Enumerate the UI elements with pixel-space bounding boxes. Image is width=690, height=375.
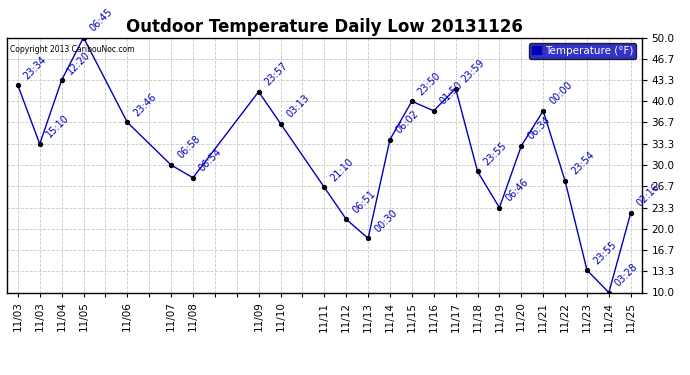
Text: 23:55: 23:55 xyxy=(591,239,618,266)
Text: 03:28: 03:28 xyxy=(613,261,640,288)
Legend: Temperature (°F): Temperature (°F) xyxy=(529,43,636,59)
Point xyxy=(603,290,614,296)
Title: Outdoor Temperature Daily Low 20131126: Outdoor Temperature Daily Low 20131126 xyxy=(126,18,523,36)
Point xyxy=(188,175,199,181)
Text: 23:59: 23:59 xyxy=(460,57,486,84)
Text: 23:50: 23:50 xyxy=(416,70,443,97)
Point xyxy=(516,143,527,149)
Point xyxy=(384,136,395,142)
Text: 23:46: 23:46 xyxy=(132,92,158,118)
Text: 06:02: 06:02 xyxy=(394,108,421,135)
Point xyxy=(341,216,352,222)
Text: 15:10: 15:10 xyxy=(44,113,70,140)
Text: 06:34: 06:34 xyxy=(526,115,552,142)
Point xyxy=(78,34,89,40)
Point xyxy=(406,98,417,104)
Text: 23:34: 23:34 xyxy=(22,54,49,81)
Text: 03:13: 03:13 xyxy=(285,93,311,119)
Point xyxy=(494,205,505,211)
Text: 23:54: 23:54 xyxy=(569,150,596,177)
Point xyxy=(428,108,440,114)
Point xyxy=(56,77,67,83)
Text: 12:20: 12:20 xyxy=(66,49,92,76)
Text: Copyright 2013 CaribouNoc.com: Copyright 2013 CaribouNoc.com xyxy=(10,45,135,54)
Point xyxy=(34,141,46,147)
Text: 23:55: 23:55 xyxy=(482,140,509,167)
Text: 00:30: 00:30 xyxy=(372,207,399,234)
Point xyxy=(450,86,461,92)
Text: 06:58: 06:58 xyxy=(175,134,202,161)
Point xyxy=(319,184,330,190)
Text: 23:57: 23:57 xyxy=(263,60,290,87)
Text: 00:00: 00:00 xyxy=(547,80,574,106)
Point xyxy=(275,121,286,127)
Text: 06:46: 06:46 xyxy=(504,177,531,204)
Point xyxy=(12,82,23,88)
Text: 06:54: 06:54 xyxy=(197,147,224,174)
Text: 06:45: 06:45 xyxy=(88,6,115,33)
Point xyxy=(121,119,132,125)
Point xyxy=(362,236,373,242)
Point xyxy=(538,108,549,114)
Text: 01:50: 01:50 xyxy=(438,80,464,106)
Point xyxy=(560,178,571,184)
Point xyxy=(582,267,593,273)
Text: 02:16: 02:16 xyxy=(635,182,662,209)
Text: 06:51: 06:51 xyxy=(351,188,377,215)
Point xyxy=(625,210,636,216)
Point xyxy=(472,168,483,174)
Point xyxy=(253,89,264,95)
Text: 21:10: 21:10 xyxy=(328,156,355,183)
Point xyxy=(166,162,177,168)
